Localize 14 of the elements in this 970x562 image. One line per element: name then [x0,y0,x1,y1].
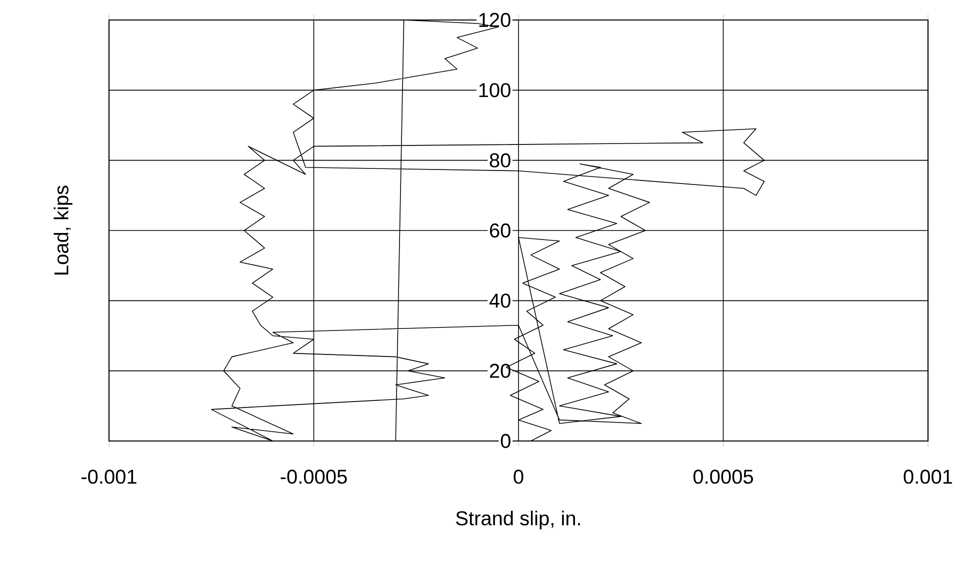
y-tick-label: 0 [500,434,510,448]
y-tick-label: 80 [490,153,510,168]
x-tick-label: 0.0005 [693,470,753,484]
x-tick-label: 0 [514,470,524,484]
x-tick-label: -0.0005 [280,470,347,484]
y-tick-label: 120 [479,12,510,28]
y-axis-title: Load, kips [54,186,72,274]
y-tick-label: 20 [490,364,510,378]
x-tick-label: 0.001 [904,470,952,484]
x-axis-title: Strand slip, in. [456,510,580,530]
x-tick-label: -0.001 [82,470,136,484]
y-tick-label: 40 [489,294,510,308]
y-tick-label: 60 [490,223,510,238]
y-tick-label: 100 [479,83,510,98]
